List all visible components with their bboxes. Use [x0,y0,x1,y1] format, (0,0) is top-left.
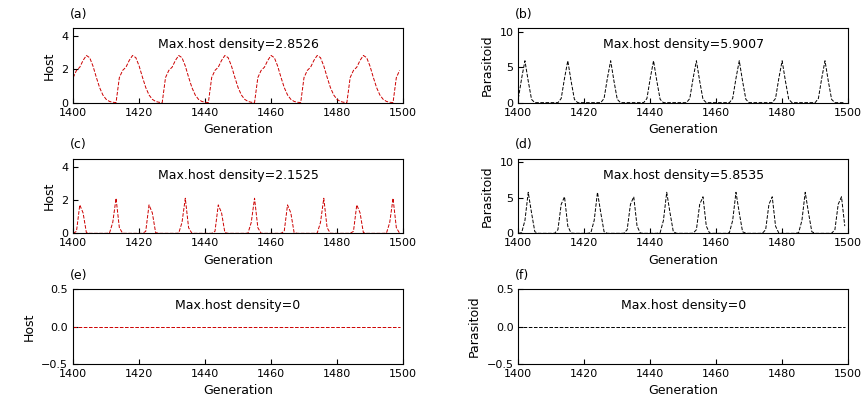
Y-axis label: Host: Host [43,51,56,80]
Text: Max.host density=0: Max.host density=0 [176,299,300,312]
X-axis label: Generation: Generation [203,123,273,136]
X-axis label: Generation: Generation [203,254,273,267]
X-axis label: Generation: Generation [203,384,273,398]
Y-axis label: Host: Host [22,312,36,341]
Text: Max.host density=5.9007: Max.host density=5.9007 [603,38,764,51]
Text: Max.host density=2.8526: Max.host density=2.8526 [158,38,319,51]
Y-axis label: Host: Host [43,182,56,210]
Text: (f): (f) [515,269,530,282]
Text: Max.host density=2.1525: Max.host density=2.1525 [158,168,319,182]
Text: (a): (a) [70,8,87,20]
X-axis label: Generation: Generation [648,254,718,267]
Text: Max.host density=0: Max.host density=0 [621,299,746,312]
Y-axis label: Parasitoid: Parasitoid [468,296,481,358]
Text: (b): (b) [515,8,533,20]
Text: (d): (d) [515,138,533,151]
Text: (e): (e) [70,269,87,282]
Y-axis label: Parasitoid: Parasitoid [481,34,494,96]
Text: (c): (c) [70,138,87,151]
Y-axis label: Parasitoid: Parasitoid [481,165,494,227]
X-axis label: Generation: Generation [648,384,718,398]
X-axis label: Generation: Generation [648,123,718,136]
Text: Max.host density=5.8535: Max.host density=5.8535 [603,168,764,182]
